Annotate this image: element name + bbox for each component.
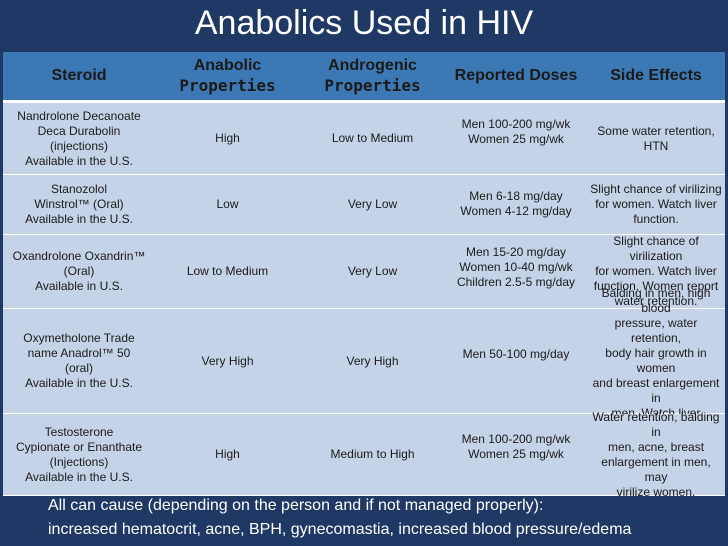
- anabolic-text: High: [215, 131, 240, 145]
- header-anabolic-line2: Properties: [179, 76, 276, 95]
- side-effects-text: function.: [633, 212, 679, 226]
- header-steroid-label: Steroid: [51, 67, 107, 84]
- page-title: Anabolics Used in HIV: [194, 4, 534, 42]
- side-effects-text: for women. Watch liver: [595, 264, 717, 278]
- steroid-text: Available in U.S.: [35, 279, 123, 293]
- side-effects-text: enlargement in men, may: [601, 454, 711, 484]
- table-cell-doses: Men 100-200 mg/wk Women 25 mg/wk: [445, 103, 587, 175]
- steroid-text: Available in the U.S.: [25, 469, 133, 484]
- table-cell-steroid: Oxandrolone Oxandrin™ (Oral) Available in …: [3, 235, 155, 309]
- table-cell-steroid: Nandrolone Decanoate Deca Durabolin (injec…: [3, 103, 155, 175]
- doses-text: Children 2.5-5 mg/day: [456, 275, 576, 289]
- table-cell-androgenic: Low to Medium: [300, 103, 445, 175]
- androgenic-text: Low to Medium: [331, 131, 414, 145]
- side-effects-text: HTN: [643, 138, 669, 153]
- side-effects-text: Slight chance of virilization: [613, 234, 699, 263]
- header-androgenic: Androgenic Properties: [300, 52, 445, 103]
- steroid-text: Oxymetholone Trade: [23, 331, 135, 345]
- table-cell-steroid: Oxymetholone Trade name Anadrol™ 50 (oral)…: [3, 309, 155, 414]
- side-effects-text: function. Women report: [593, 279, 719, 293]
- anabolic-text: Low: [216, 197, 239, 211]
- header-anabolic-line1: Anabolic: [193, 57, 262, 74]
- steroid-text: Testosterone: [44, 424, 114, 439]
- doses-text: Men 15-20 mg/day: [465, 245, 567, 259]
- table-cell-doses: Men 100-200 mg/wk Women 25 mg/wk: [445, 414, 587, 496]
- header-androgenic-line1: Androgenic: [328, 57, 417, 74]
- side-effects-text: and breast enlargement in: [592, 376, 720, 405]
- table-cell-doses: Men 50-100 mg/day: [445, 309, 587, 414]
- anabolic-text: Low to Medium: [186, 264, 269, 278]
- doses-text: Men 100-200 mg/wk: [461, 117, 571, 131]
- steroid-text: (Injections): [49, 454, 109, 469]
- androgenic-text: Very Low: [347, 197, 398, 211]
- table-cell-side-effects: Slight chance of virilizing for women. Wa…: [587, 175, 725, 235]
- header-anabolic: Anabolic Properties: [155, 52, 300, 103]
- side-effects-text: pressure, water retention,: [614, 316, 698, 345]
- doses-text: Women 25 mg/wk: [468, 447, 564, 461]
- table-cell-side-effects: Balding in men, high blood pressure, wate…: [587, 286, 725, 435]
- header-steroid: Steroid: [3, 52, 155, 103]
- anabolics-table: Steroid Anabolic Properties Androgenic P…: [3, 52, 725, 499]
- side-effects-text: men, acne, breast: [607, 439, 705, 454]
- table-cell-anabolic: High: [155, 103, 300, 175]
- steroid-text: (injections): [49, 138, 108, 153]
- side-effects-text: Some water retention,: [597, 123, 715, 138]
- doses-text: Women 25 mg/wk: [468, 132, 564, 146]
- doses-text: Women 4-12 mg/day: [460, 204, 572, 218]
- side-effects-text: body hair growth in women: [605, 346, 707, 375]
- anabolic-text: High: [215, 447, 240, 461]
- table-cell-steroid: Testosterone Cypionate or Enanthate (Injec…: [3, 414, 155, 496]
- side-effects-text: water retention.: [614, 294, 698, 308]
- steroid-text: Nandrolone Decanoate: [17, 108, 141, 123]
- table-cell-doses: Men 15-20 mg/day Women 10-40 mg/wk Childre…: [445, 235, 587, 309]
- table-cell-side-effects: Some water retention, HTN: [587, 103, 725, 175]
- table-cell-side-effects: Water retention, balding in men, acne, br…: [587, 410, 725, 499]
- header-doses: Reported Doses: [445, 52, 587, 103]
- steroid-text: Available in the U.S.: [25, 153, 133, 168]
- side-effects-text: for women. Watch liver: [595, 197, 717, 211]
- table-cell-anabolic: Low to Medium: [155, 235, 300, 309]
- table-grid: Steroid Anabolic Properties Androgenic P…: [3, 52, 725, 499]
- table-cell-steroid: Stanozolol Winstrol™ (Oral) Available in t…: [3, 175, 155, 235]
- side-effects-text: Balding in men, high blood: [601, 286, 711, 315]
- anabolic-text: Very High: [201, 353, 254, 368]
- doses-text: Men 100-200 mg/wk: [461, 432, 571, 446]
- androgenic-text: Very High: [346, 353, 399, 368]
- doses-text: Men 50-100 mg/day: [462, 347, 570, 361]
- table-cell-androgenic: Very Low: [300, 175, 445, 235]
- footnote: All can cause (depending on the person a…: [48, 494, 723, 542]
- steroid-text: Winstrol™ (Oral): [34, 197, 124, 211]
- steroid-text: name Anadrol™ 50: [27, 346, 131, 360]
- steroid-text: Cypionate or Enanthate: [15, 439, 143, 454]
- header-side-effects-label: Side Effects: [610, 67, 702, 84]
- table-cell-androgenic: Very Low: [300, 235, 445, 309]
- steroid-text: Deca Durabolin: [37, 123, 121, 138]
- steroid-text: Available in the U.S.: [25, 212, 133, 226]
- steroid-text: (Oral): [63, 264, 95, 278]
- steroid-text: Oxandrolone Oxandrin™: [12, 249, 146, 263]
- table-cell-anabolic: Very High: [155, 309, 300, 414]
- steroid-text: Available in the U.S.: [25, 376, 133, 390]
- table-cell-androgenic: Medium to High: [300, 414, 445, 496]
- header-doses-label: Reported Doses: [454, 67, 578, 84]
- header-androgenic-line2: Properties: [324, 76, 421, 95]
- steroid-text: Stanozolol: [50, 182, 108, 196]
- doses-text: Men 6-18 mg/day: [469, 189, 563, 203]
- doses-text: Women 10-40 mg/wk: [459, 260, 573, 274]
- table-cell-anabolic: High: [155, 414, 300, 496]
- table-cell-anabolic: Low: [155, 175, 300, 235]
- steroid-text: (oral): [64, 361, 93, 375]
- side-effects-text: Water retention, balding in: [592, 409, 720, 439]
- androgenic-text: Medium to High: [330, 447, 415, 461]
- footnote-line2: increased hematocrit, acne, BPH, gynecom…: [48, 521, 632, 538]
- table-cell-side-effects: Slight chance of virilization for women. …: [587, 234, 725, 309]
- table-cell-androgenic: Very High: [300, 309, 445, 414]
- table-cell-doses: Men 6-18 mg/day Women 4-12 mg/day: [445, 175, 587, 235]
- side-effects-text: Slight chance of virilizing: [590, 182, 722, 196]
- androgenic-text: Very Low: [347, 264, 398, 278]
- side-effects-text: virilize women.: [616, 484, 696, 499]
- footnote-line1: All can cause (depending on the person a…: [48, 497, 544, 514]
- header-side-effects: Side Effects: [587, 52, 725, 103]
